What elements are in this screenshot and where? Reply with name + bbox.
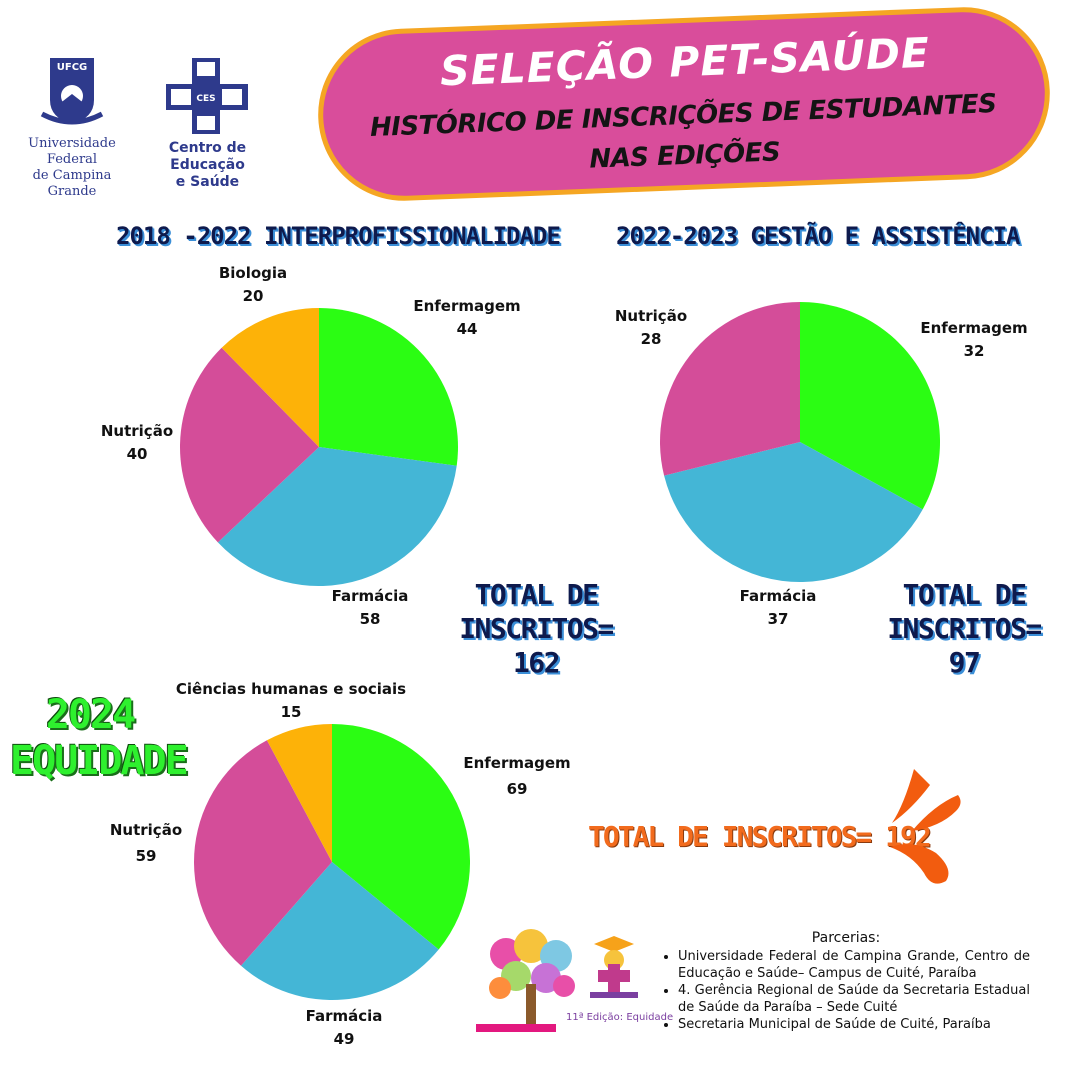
ufcg-shield-icon: UFCG	[40, 58, 104, 125]
pie-slice-biologia	[221, 308, 319, 447]
parcerias-title: Parcerias:	[811, 930, 881, 946]
graduation-cross-icon	[590, 936, 638, 998]
ces-name-line2: e Saúde	[175, 174, 240, 190]
chart1-total: TOTAL DE INSCRITOS= 162	[436, 578, 636, 680]
ces-badge-text: CES	[196, 94, 215, 104]
chart3-title-line2: EQUIDADE	[10, 738, 189, 784]
slice-label-value: 69	[506, 780, 528, 798]
slice-label-value: 44	[456, 320, 478, 338]
slice-label-name: Farmácia	[739, 587, 817, 605]
pie-chart-2024	[194, 724, 470, 1000]
slice-label-name: Biologia	[218, 264, 288, 282]
edition-caption: 11ª Edição: Equidade	[566, 1012, 674, 1023]
pie-slice-nutri-o	[194, 740, 332, 966]
slice-label-value: 49	[333, 1030, 355, 1048]
splash-drops-icon	[890, 769, 961, 884]
chart2-label-enfermagem: Enfermagem 32	[912, 317, 1036, 363]
chart3-label-enfermagem: Enfermagem 69	[454, 750, 580, 802]
chart2-total: TOTAL DE INSCRITOS= 97	[868, 578, 1060, 680]
chart2-total-line2: INSCRITOS= 97	[887, 612, 1042, 679]
slice-label-value: 28	[640, 330, 662, 348]
parcerias-item: 4. Gerência Regional de Saúde da Secreta…	[678, 982, 1030, 1016]
chart2-title: 2022-2023 GESTÃO E ASSISTÊNCIA	[616, 222, 1020, 250]
slice-label-name: Nutrição	[614, 307, 688, 325]
chart2-label-farmacia: Farmácia 37	[729, 585, 827, 631]
pie-slice-enfermagem	[319, 308, 458, 466]
ces-logo: CES Centro de Educação e Saúde	[140, 54, 275, 190]
ufcg-logo: UFCG Universidade Federal de Campina Gra…	[12, 56, 132, 199]
parcerias-item: Universidade Federal de Campina Grande, …	[678, 948, 1030, 982]
parcerias-box: Parcerias: Universidade Federal de Campi…	[662, 930, 1030, 1033]
chart1-label-nutricao: Nutrição 40	[90, 420, 184, 466]
pie-slice-farm-cia	[241, 862, 439, 1000]
pie-slice-nutri-o	[180, 347, 319, 543]
chart3-title-line1: 2024	[45, 692, 136, 738]
chart3-title: 2024 EQUIDADE	[10, 692, 189, 784]
slice-label-value: 20	[242, 287, 264, 305]
slice-label-name: Farmácia	[331, 587, 409, 605]
slice-label-name: Nutrição	[100, 422, 174, 440]
chart1-title: 2018 -2022 INTERPROFISSIONALIDADE	[116, 222, 561, 250]
slice-label-value: 59	[135, 847, 157, 865]
slice-label-value: 58	[359, 610, 381, 628]
pie-slice-enfermagem	[800, 302, 940, 510]
chart1-label-biologia: Biologia 20	[203, 262, 303, 308]
tree-logo-icon	[476, 929, 575, 1032]
parcerias-list: Universidade Federal de Campina Grande, …	[662, 948, 1030, 1033]
pie-chart-2022-2023	[660, 302, 940, 582]
slice-label-value: 40	[126, 445, 148, 463]
chart1-total-line2: INSCRITOS= 162	[459, 612, 614, 679]
slice-label-name: Nutrição	[109, 821, 183, 839]
pie-slice-farm-cia	[217, 447, 457, 586]
slice-label-value: 37	[767, 610, 789, 628]
parcerias-item: Secretaria Municipal de Saúde de Cuité, …	[678, 1016, 1030, 1033]
pie-slice-farm-cia	[664, 442, 923, 582]
pie-slice-enfermagem	[332, 724, 470, 950]
ufcg-badge-text: UFCG	[57, 62, 88, 73]
chart3-label-farmacia: Farmácia 49	[296, 1005, 392, 1051]
slice-label-value: 32	[963, 342, 985, 360]
slice-label-value: 15	[280, 703, 302, 721]
chart3-total: TOTAL DE INSCRITOS= 192	[588, 820, 932, 853]
ces-cross-icon: CES	[166, 58, 248, 134]
chart3-label-ciencias: Ciências humanas e sociais 15	[160, 678, 422, 724]
slice-label-name: Enfermagem	[463, 754, 571, 772]
chart3-label-nutricao: Nutrição 59	[98, 817, 194, 869]
chart1-label-enfermagem: Enfermagem 44	[406, 295, 528, 341]
pie-chart-2018-2022	[180, 308, 458, 586]
slice-label-name: Ciências humanas e sociais	[175, 680, 407, 698]
ufcg-name-line1: Universidade Federal	[28, 136, 116, 167]
pie-slice-nutri-o	[660, 302, 800, 476]
slice-label-name: Farmácia	[305, 1007, 383, 1025]
ufcg-name-line2: de Campina Grande	[32, 168, 112, 199]
slice-label-name: Enfermagem	[920, 319, 1028, 337]
chart1-label-farmacia: Farmácia 58	[322, 585, 418, 631]
chart1-total-line1: TOTAL DE	[474, 578, 599, 611]
pie-slice-ci-ncias-humanas-e-sociais	[266, 724, 332, 862]
ces-name-line1: Centro de Educação	[168, 140, 247, 173]
chart2-label-nutricao: Nutrição 28	[602, 305, 700, 351]
chart2-total-line1: TOTAL DE	[902, 578, 1027, 611]
slice-label-name: Enfermagem	[413, 297, 521, 315]
